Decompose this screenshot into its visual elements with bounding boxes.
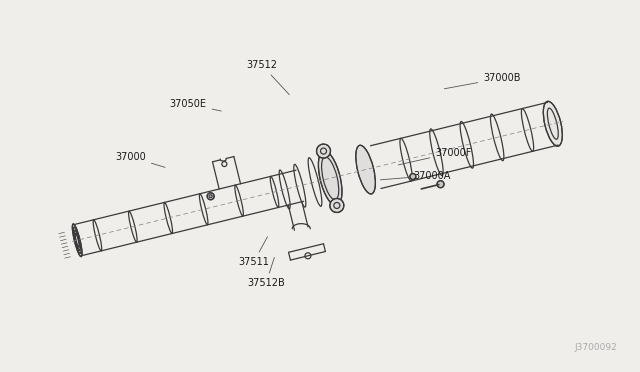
Ellipse shape [543, 101, 563, 146]
Text: 37512: 37512 [246, 60, 289, 95]
Text: 37000: 37000 [115, 152, 165, 167]
Ellipse shape [356, 145, 376, 194]
Text: 37000A: 37000A [380, 171, 451, 180]
Text: 37000B: 37000B [444, 73, 521, 89]
Ellipse shape [72, 224, 82, 257]
Text: 37511: 37511 [238, 237, 269, 267]
Ellipse shape [317, 144, 330, 158]
Text: J3700092: J3700092 [575, 343, 618, 352]
Text: 37050E: 37050E [170, 99, 221, 111]
Text: 37000F: 37000F [398, 148, 472, 165]
Ellipse shape [330, 199, 344, 212]
Ellipse shape [319, 151, 342, 206]
Text: 37512B: 37512B [247, 257, 285, 288]
Ellipse shape [437, 181, 444, 188]
Ellipse shape [207, 193, 214, 200]
Ellipse shape [410, 174, 416, 180]
